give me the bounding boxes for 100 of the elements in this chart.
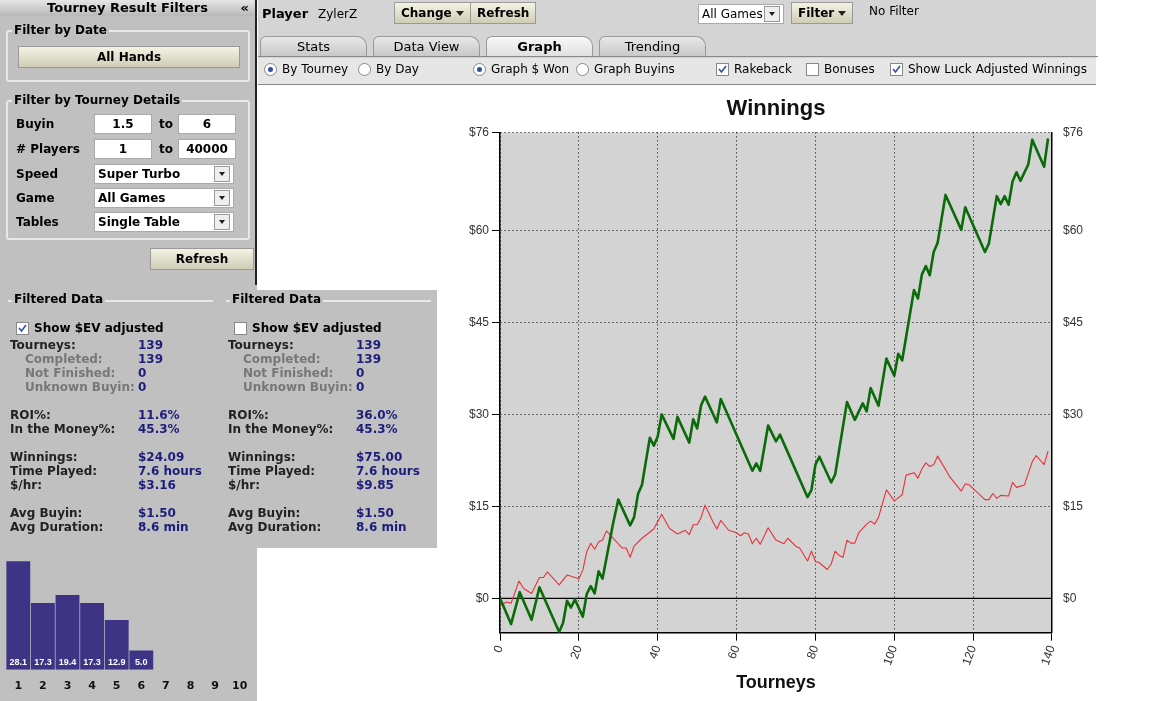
- x-tick-label: 140: [1037, 643, 1059, 668]
- x-tick-label: 6: [137, 679, 146, 693]
- x-tick-label: 5: [112, 679, 121, 693]
- y2-tick-label: $15: [1062, 498, 1084, 513]
- x-tick-label: 4: [88, 679, 97, 693]
- text: Graph: [517, 39, 562, 54]
- text: Filter: [798, 6, 835, 20]
- y2-tick-label: $30: [1062, 406, 1084, 421]
- text: to: [159, 142, 173, 156]
- text: 6: [202, 117, 212, 131]
- text: $24.09: [138, 450, 185, 464]
- text: $1.50: [356, 506, 394, 520]
- text: Tourneys:: [10, 338, 76, 352]
- text: In the Money%:: [10, 422, 116, 436]
- text: Time Played:: [228, 464, 316, 478]
- text: Not Finished:: [243, 366, 334, 380]
- text: ROI%:: [10, 408, 51, 422]
- data-label: 5.0: [135, 656, 148, 667]
- text: $75.00: [356, 450, 403, 464]
- y-tick-label: $76: [468, 124, 490, 139]
- text: $1.50: [138, 506, 176, 520]
- y2-tick-label: $45: [1062, 314, 1084, 329]
- x-axis-title: Tourneys: [736, 672, 816, 693]
- x-tick-label: 9: [211, 679, 219, 693]
- x-tick-label: 10: [232, 679, 248, 693]
- text: 45.3%: [138, 422, 180, 436]
- text: Filter by Tourney Details: [14, 93, 181, 107]
- x-tick-label: 100: [880, 643, 901, 668]
- text: to: [159, 117, 173, 131]
- text: 40000: [186, 142, 228, 156]
- text: Avg Buyin:: [228, 506, 301, 520]
- x-tick-label: 8: [186, 679, 195, 693]
- text: Avg Buyin:: [10, 506, 83, 520]
- y2-tick-label: $76: [1062, 124, 1084, 139]
- text: 0: [356, 366, 365, 380]
- text: 11.6%: [138, 408, 180, 422]
- text: Show $EV adjusted: [252, 321, 382, 335]
- text: $/hr:: [10, 478, 42, 492]
- y2-tick-label: $60: [1062, 222, 1084, 237]
- y2-tick-label: $0: [1062, 590, 1077, 605]
- text: Avg Duration:: [10, 520, 104, 534]
- text: Filtered Data: [232, 292, 322, 306]
- text: All Games: [702, 7, 763, 21]
- x-tick-label: 20: [567, 643, 585, 661]
- y-tick-label: $60: [468, 222, 490, 237]
- text: Refresh: [175, 252, 229, 266]
- text: Graph Buyins: [594, 62, 675, 76]
- text: Completed:: [243, 352, 321, 366]
- y-tick-label: $45: [468, 314, 490, 329]
- text: ZylerZ: [318, 7, 358, 21]
- text: 1.5: [112, 117, 134, 131]
- text: By Day: [376, 62, 419, 76]
- x-tick-label: 120: [959, 643, 980, 668]
- text: Time Played:: [10, 464, 98, 478]
- y-tick-label: $0: [475, 590, 490, 605]
- data-label: 19.4: [58, 656, 77, 667]
- text: 7.6 hours: [138, 464, 202, 478]
- text: 8.6 min: [138, 520, 189, 534]
- chart-title: Winnings: [726, 95, 826, 121]
- x-tick-label: 7: [162, 679, 170, 693]
- text: Filtered Data: [14, 292, 104, 306]
- text: Not Finished:: [25, 366, 116, 380]
- text: Super Turbo: [98, 167, 181, 181]
- data-label: 17.3: [83, 656, 101, 667]
- text: 0: [138, 380, 147, 394]
- text: Speed: [16, 167, 59, 181]
- text: 36.0%: [356, 408, 398, 422]
- text: Unknown Buyin:: [25, 380, 135, 394]
- text: Show $EV adjusted: [34, 321, 164, 335]
- text: ROI%:: [228, 408, 269, 422]
- x-tick-label: 40: [645, 643, 664, 661]
- text: Avg Duration:: [228, 520, 322, 534]
- text: 45.3%: [356, 422, 398, 436]
- text: # Players: [16, 142, 80, 156]
- x-tick-label: 1: [14, 679, 23, 693]
- data-label: 28.1: [9, 656, 28, 667]
- x-tick-label: 0: [490, 643, 507, 655]
- text: 7.6 hours: [356, 464, 420, 478]
- text: Unknown Buyin:: [243, 380, 353, 394]
- text: Filter by Date: [14, 23, 107, 37]
- text: 139: [138, 338, 164, 352]
- text: 1: [118, 142, 128, 156]
- text: Trending: [624, 39, 681, 54]
- text: Winnings:: [10, 450, 78, 464]
- x-tick-label: 80: [803, 643, 822, 661]
- text: Stats: [296, 39, 331, 54]
- text: 0: [356, 380, 365, 394]
- text: Tables: [16, 215, 59, 229]
- text: In the Money%:: [228, 422, 334, 436]
- text: «: [240, 0, 249, 15]
- text: Refresh: [477, 6, 530, 20]
- text: Tourneys:: [228, 338, 294, 352]
- text: 139: [356, 338, 382, 352]
- text: $3.16: [138, 478, 176, 492]
- text: By Tourney: [282, 62, 349, 76]
- text: Completed:: [25, 352, 103, 366]
- text: Buyin: [16, 117, 55, 131]
- text: Show Luck Adjusted Winnings: [908, 62, 1087, 76]
- text: All Hands: [96, 50, 162, 64]
- x-tick-label: 60: [724, 643, 743, 661]
